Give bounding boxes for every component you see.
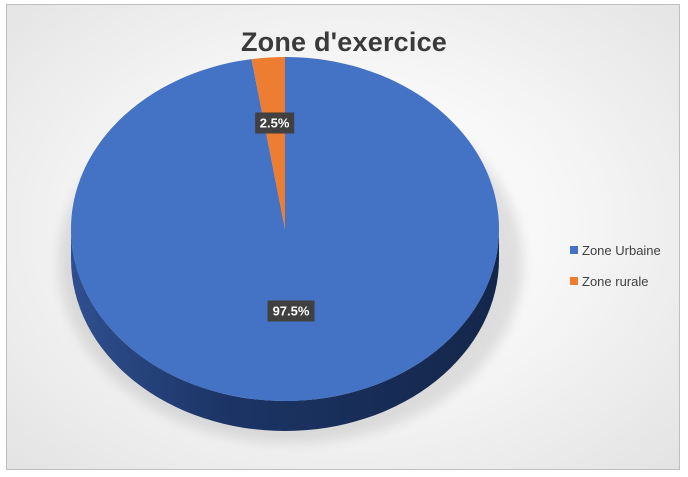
- legend-label-rurale: Zone rurale: [582, 273, 649, 289]
- data-label-urbaine: 97.5%: [267, 300, 315, 322]
- pie-side-wall: [71, 229, 499, 431]
- chart-title: Zone d'exercice: [240, 27, 447, 57]
- legend: Zone Urbaine Zone rurale: [570, 241, 661, 303]
- pie-slice-rurale: [251, 57, 285, 229]
- chart-area: Zone d'exercice 97.5% 2.5% Zone Urbaine Z…: [6, 4, 680, 470]
- legend-swatch-rurale: [570, 277, 578, 285]
- data-label-rurale: 2.5%: [254, 112, 295, 134]
- pie-chart: [59, 57, 523, 443]
- legend-item-rurale: Zone rurale: [570, 272, 661, 290]
- legend-label-urbaine: Zone Urbaine: [582, 242, 661, 258]
- legend-swatch-urbaine: [570, 246, 578, 254]
- pie-slice-urbaine: [70, 57, 499, 401]
- legend-item-urbaine: Zone Urbaine: [570, 241, 661, 259]
